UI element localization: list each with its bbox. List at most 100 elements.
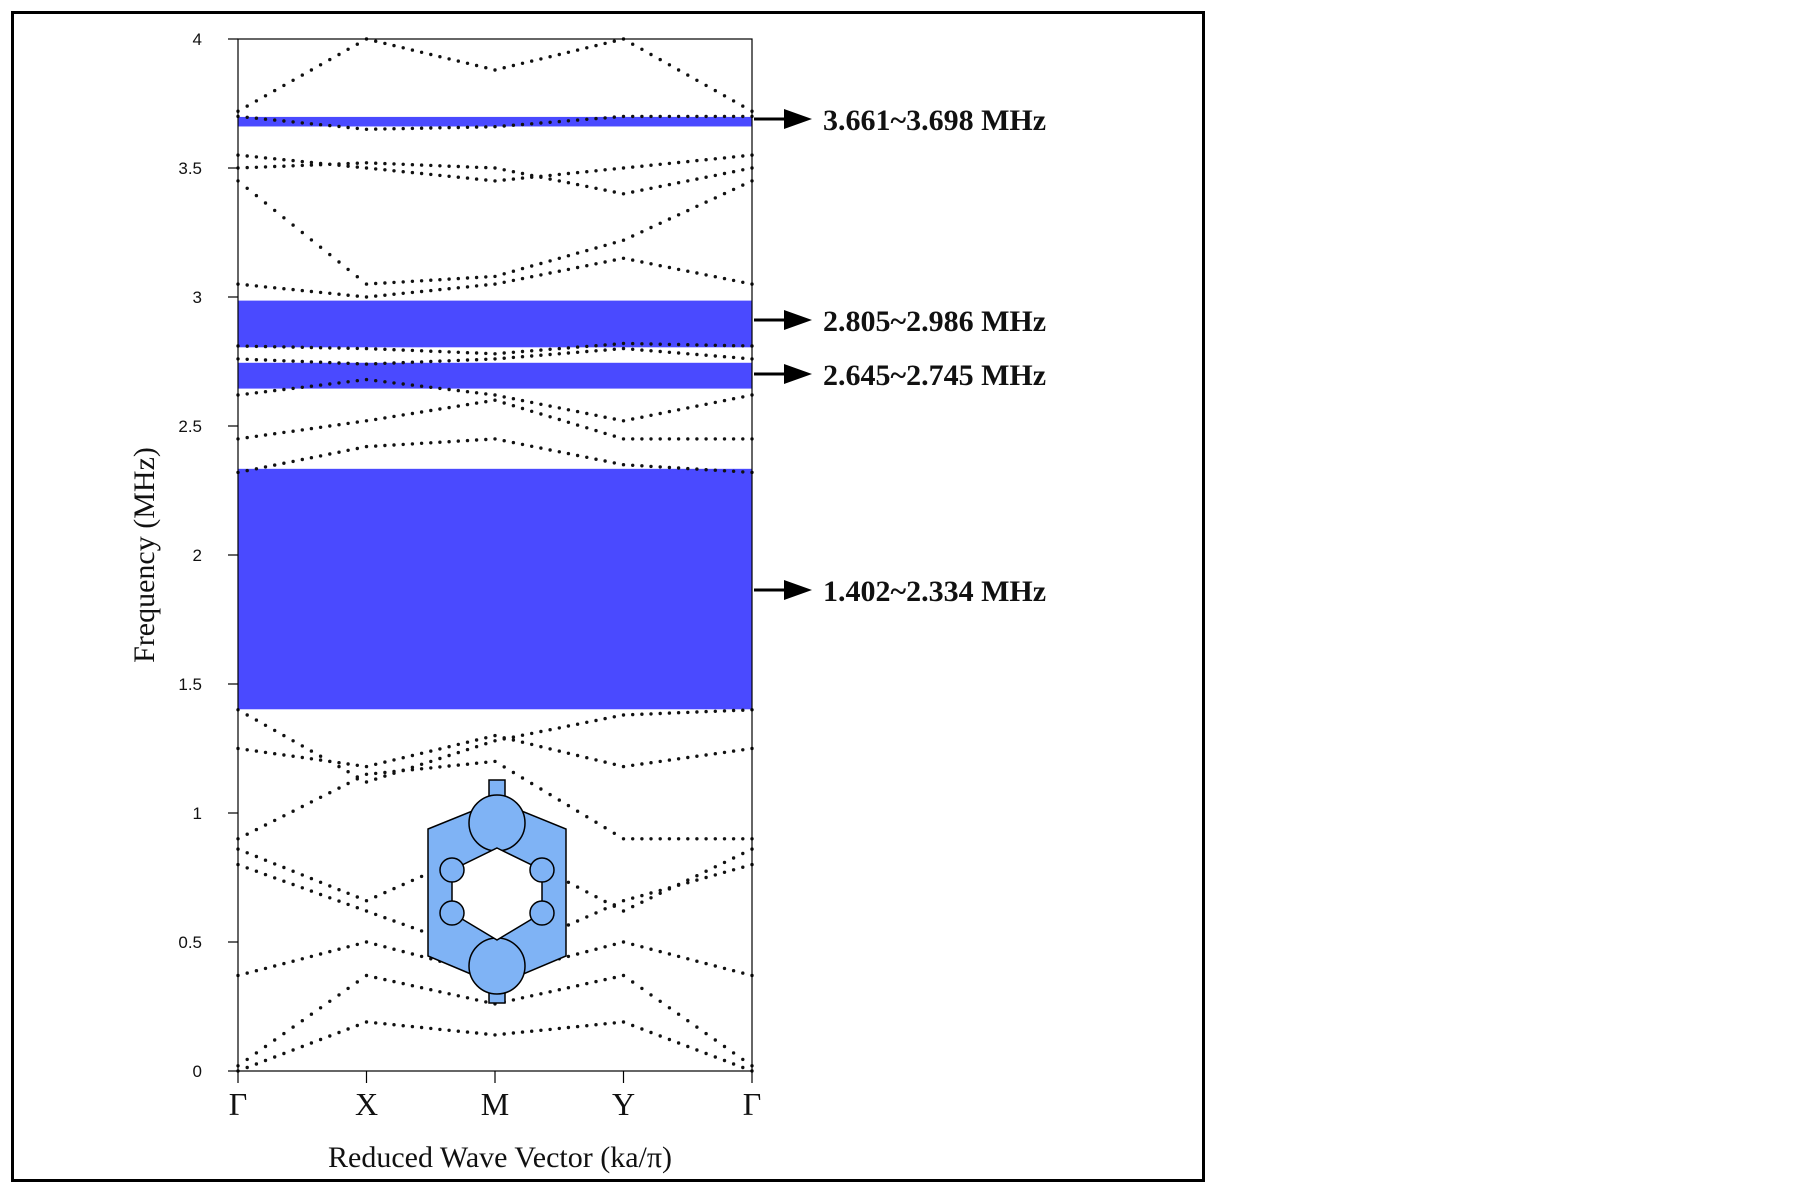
x-tick-label: X [355,1086,378,1122]
band-point [484,760,488,764]
band-point [392,919,396,923]
band-point [621,114,626,119]
band-point [493,357,497,361]
band-point [300,755,304,760]
band-point [741,356,745,360]
band-point [364,419,369,423]
y-tick-label: 2.5 [178,417,202,436]
band-gap-rect [238,468,752,710]
band-point [520,776,525,780]
band-point [245,344,249,348]
band-point [456,388,460,393]
band-point [374,1021,378,1025]
band-point [410,279,415,283]
band-point [410,442,415,446]
band-point [585,411,589,416]
band-point [465,358,470,362]
band-point [282,387,286,392]
band-point [474,165,479,169]
band-point [282,287,286,291]
band-point [465,1030,470,1034]
band-point [566,50,571,54]
band-point [658,888,662,893]
band-point [640,893,644,898]
band-point [383,916,387,920]
band-point [300,744,304,748]
band-point [502,178,506,182]
band-point [585,248,589,253]
band-point [447,405,451,410]
band-point [410,290,415,295]
band-point [658,411,662,416]
band-point [447,440,451,444]
band-point [594,344,598,348]
band-point [695,352,699,357]
band-point [585,949,589,954]
band-point [374,39,378,43]
band-point [355,1023,359,1028]
band-point [621,463,626,467]
band-point [557,726,561,730]
band-point [511,269,516,273]
band-point [364,973,369,978]
band-point [621,909,626,913]
band-point [392,162,396,166]
band-point [585,455,589,459]
band-point [328,884,332,888]
band-point [713,865,717,869]
band-point [447,287,451,291]
band-point [337,292,341,296]
band-point [502,280,506,284]
band-point [594,262,598,266]
band-point [374,895,378,899]
band-point [511,738,516,742]
band-point [410,360,415,364]
band-point [676,181,681,185]
band-point [374,777,378,781]
band-point [410,1024,415,1029]
band-point [355,126,359,131]
band-point [575,409,580,414]
band-point [566,986,571,990]
band-point [520,171,525,176]
band-point [364,295,369,299]
band-point [548,404,552,408]
band-point [731,749,736,753]
band-point [318,795,323,799]
band-point [722,966,727,971]
band-point [649,114,653,119]
band-point [355,379,359,383]
band-point [484,736,488,740]
band-point [273,752,277,756]
band-point [704,437,708,441]
band-point [575,48,580,52]
band-point [493,393,497,397]
band-point [695,204,699,208]
band-point [419,171,424,176]
band-point [282,865,286,870]
band-point [291,164,295,168]
band-point [695,343,699,347]
band-point [273,463,277,467]
band-gap-rect [238,116,752,127]
band-point [704,273,708,277]
band-point [355,446,359,451]
band-point [263,117,268,121]
band-point [585,915,589,919]
band-point [355,763,359,767]
band-point [520,996,525,1000]
band-point [419,441,424,445]
band-point [704,158,708,162]
band-point [530,444,534,448]
band-point [346,762,350,766]
band-point [731,99,736,103]
band-point [273,1038,277,1042]
band-point [300,804,304,809]
band-point [667,837,672,841]
band-point [318,1006,323,1010]
band-point [364,1020,369,1024]
band-point [548,990,552,994]
band-point [667,217,672,221]
band-point [493,759,497,764]
band-point [530,994,534,998]
